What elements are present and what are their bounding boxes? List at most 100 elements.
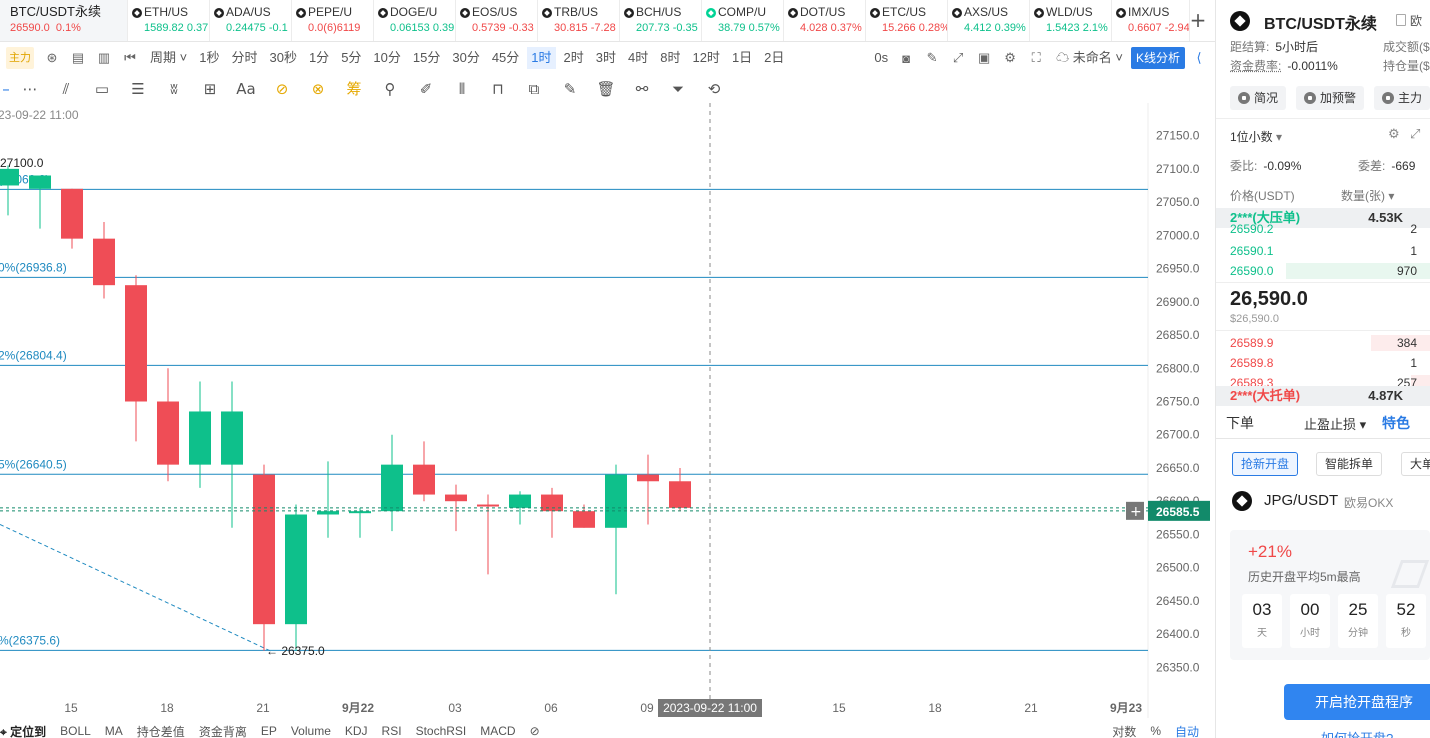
ticker-tab[interactable]: BTC/USDT永续 26590.0 0.1% [0,0,128,41]
period-1h[interactable]: 1时 [527,47,556,69]
indicator-fund-divergence[interactable]: 资金背离 [198,724,247,738]
indicator-toggle-icon[interactable]: ⊛ [46,50,58,65]
percent-scale-toggle[interactable]: % [1150,724,1161,738]
candlestick-chart[interactable]: 23-09-22 11:00 27150.0 27100.0 27050.0 27000… [0,103,1213,718]
ticker-tab[interactable]: EOS/US 0.5739 -0.33 [456,0,538,41]
indicator-ep[interactable]: EP [260,724,277,738]
period-10m[interactable]: 10分 [373,50,401,65]
ticker-tab[interactable]: TRB/US 30.815 -7.28 [538,0,620,41]
ticker-tab[interactable]: COMP/U 38.79 0.57% [702,0,784,41]
period-timeshare[interactable]: 分时 [231,50,258,65]
ticker-tab[interactable]: IMX/US 0.6607 -2.94 [1112,0,1190,41]
fullscreen-icon[interactable]: ⛶ [1031,50,1041,65]
link-icon[interactable]: ⚯ [635,80,649,98]
expand-icon[interactable]: ⤢ [952,50,964,65]
period-8h[interactable]: 8时 [660,50,681,65]
edit-icon[interactable]: ✎ [563,80,577,98]
share-icon[interactable]: ⟨ [1196,50,1202,65]
layout-icon[interactable]: ▥ [97,50,111,65]
camera-icon[interactable]: ◙ [902,50,911,66]
indicator-ma[interactable]: MA [104,724,123,738]
orderbook-popout-icon[interactable]: ⤢ [1410,126,1421,141]
trend-line-icon[interactable]: ⫽ [62,80,70,98]
copy-icon[interactable]: ⧉ [528,80,540,98]
ticker-tab[interactable]: WLD/US 1.5423 2.1% [1030,0,1112,41]
add-tab-icon[interactable]: + [1189,8,1207,32]
tab-tp-sl[interactable]: 止盈止损 ▾ [1304,417,1367,432]
ticker-tab[interactable]: DOT/US 4.028 0.37% [784,0,866,41]
period-15m[interactable]: 15分 [412,50,441,65]
period-5m[interactable]: 5分 [341,50,362,65]
indicator-rsi[interactable]: RSI [381,724,402,738]
period-30s[interactable]: 30秒 [269,50,297,65]
tab-special[interactable]: 特色 [1382,415,1410,431]
orderbook-bid-row[interactable]: 26589.8 1 [1216,353,1430,373]
period-45m[interactable]: 45分 [491,50,520,65]
ticker-tab[interactable]: BCH/US 207.73 -0.35 [620,0,702,41]
qty-column-header[interactable]: 数量(张) ▾ [1341,189,1395,203]
indicator-volume[interactable]: Volume [290,724,331,738]
decimal-dropdown[interactable]: 1位小数 ▾ [1230,130,1283,144]
period-3h[interactable]: 3时 [595,50,616,65]
indicator-settings-icon[interactable]: ⊘ [529,724,540,738]
measure-icon[interactable]: ⊞ [203,80,217,98]
orderbook-ask-row[interactable]: 26590.2 2 [1216,222,1430,236]
wave-icon[interactable]: ʬ [170,80,178,98]
filter-icon[interactable]: ⏷ [671,80,684,98]
text-icon[interactable]: Aa [236,80,256,98]
magnet-icon[interactable]: ⊘ [275,80,289,98]
locate-to-button[interactable]: ⌖ 定位到 [0,724,47,738]
overview-button[interactable]: 简况 [1230,86,1287,110]
big-ask-row[interactable]: 2***(大压单) 4.53K [1216,208,1430,228]
pencil-icon[interactable]: ✎ [926,50,938,65]
indicator-boll[interactable]: BOLL [60,724,91,738]
auto-scale-toggle[interactable]: 自动 [1174,724,1199,738]
ruler-icon[interactable]: ⚲ [384,80,396,98]
replay-icon[interactable]: ⏮ [124,50,136,65]
copy-icon[interactable] [1396,14,1406,26]
layout-save-dropdown[interactable]: ☁ 未命名 ˅ [1056,50,1123,65]
template-icon[interactable]: ▣ [977,50,991,65]
start-snipe-button[interactable]: 开启抢开盘程序 [1284,684,1430,720]
orderbook-bid-row[interactable]: 26589.9 384 [1216,333,1430,353]
rectangle-icon[interactable]: ▭ [94,80,110,98]
settings-icon[interactable]: ⚙ [1004,50,1016,65]
ticker-tab[interactable]: ETH/US 1589.82 0.37 [128,0,210,41]
indicator-kdj[interactable]: KDJ [344,724,368,738]
tab-order[interactable]: 下单 [1226,415,1254,431]
snipe-listing-chip[interactable]: 抢新开盘 [1232,452,1299,476]
period-4h[interactable]: 4时 [628,50,649,65]
lock-icon[interactable]: ⊓ [492,80,504,98]
candle-icon[interactable]: ⫴ [458,80,466,98]
dotted-line-icon[interactable]: ⋯ [22,80,38,98]
how-to-snipe-link[interactable]: 如何抢开盘? [1321,728,1393,738]
parallel-lines-icon[interactable]: ☰ [131,80,145,98]
orderbook-settings-icon[interactable]: ⚙ [1388,126,1400,141]
orderbook-ask-row[interactable]: 26590.1 1 [1216,241,1430,261]
brush-icon[interactable]: ✐ [419,80,433,98]
big-bid-row[interactable]: 2***(大托单) 4.87K [1216,386,1430,406]
sync-icon[interactable]: ⟲ [707,80,721,98]
smart-split-chip[interactable]: 智能拆单 [1316,452,1383,476]
indicator-macd[interactable]: MACD [480,724,516,738]
ticker-tab[interactable]: PEPE/U 0.0(6)6119 [292,0,374,41]
orderbook-bid-row[interactable]: 26589.3 257 [1216,373,1430,387]
period-2h[interactable]: 2时 [563,50,584,65]
ticker-tab[interactable]: ADA/US 0.24475 -0.1 [210,0,292,41]
log-scale-toggle[interactable]: 对数 [1112,724,1137,738]
period-1s[interactable]: 1秒 [199,50,220,65]
calendar-icon[interactable]: ▤ [71,50,85,65]
ticker-tab[interactable]: ETC/US 15.266 0.28% [866,0,948,41]
cursor-icon[interactable]: – [2,80,10,98]
period-1m[interactable]: 1分 [308,50,330,65]
ticker-tab[interactable]: DOGE/U 0.06153 0.39 [374,0,456,41]
period-1d[interactable]: 1日 [731,50,753,65]
kline-analysis-button[interactable]: K线分析 [1130,47,1185,69]
main-force-tag[interactable]: 主力 [6,47,34,69]
big-order-chip[interactable]: 大单 [1401,452,1430,476]
period-12h[interactable]: 12时 [692,50,720,65]
period-dropdown[interactable]: 周期 ˅ [150,50,188,65]
chip-distribution-icon[interactable]: 筹 [346,80,362,98]
indicator-position-diff[interactable]: 持仓差值 [136,724,185,738]
main-force-button[interactable]: 主力 [1374,86,1430,110]
